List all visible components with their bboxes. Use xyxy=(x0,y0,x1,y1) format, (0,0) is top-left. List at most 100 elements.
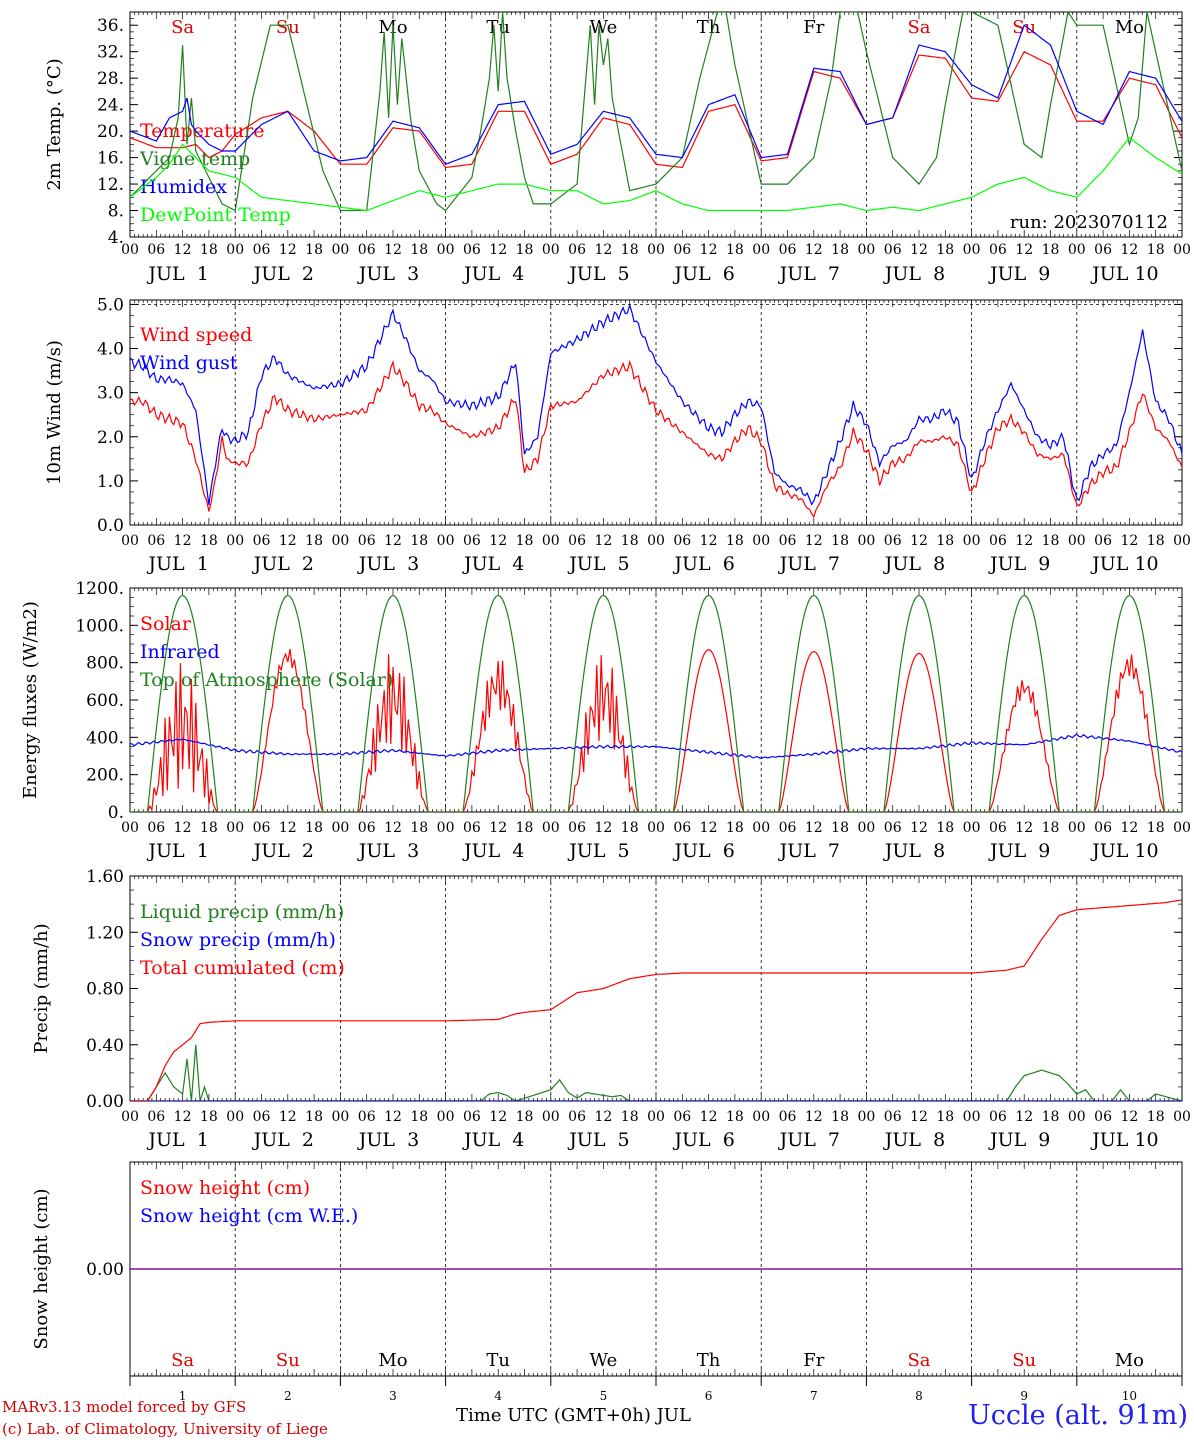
x-hour-tick-label: 06 xyxy=(779,1109,797,1125)
x-hour-tick-label: 12 xyxy=(910,1109,928,1125)
day-number-label: 9 xyxy=(1020,1389,1028,1403)
x-hour-tick-label: 12 xyxy=(594,533,612,549)
x-day-label: JUL 9 xyxy=(988,840,1050,862)
x-hour-tick-label: 12 xyxy=(489,1109,507,1125)
y-tick-label: 600. xyxy=(86,691,124,711)
x-hour-tick-label: 06 xyxy=(673,242,691,258)
x-hour-tick-label: 06 xyxy=(673,1109,691,1125)
weekday-label: Fr xyxy=(803,17,824,38)
series-line-humidex xyxy=(130,24,1182,165)
x-hour-tick-label: 00 xyxy=(1173,533,1191,549)
y-tick-label: 200. xyxy=(86,766,124,786)
x-hour-tick-label: 18 xyxy=(621,820,639,836)
y-tick-label: 20. xyxy=(97,122,124,142)
x-hour-tick-label: 18 xyxy=(831,1109,849,1125)
weekday-label: Mo xyxy=(1115,17,1144,38)
x-day-label: JUL 8 xyxy=(883,1129,945,1151)
x-hour-tick-label: 12 xyxy=(1015,533,1033,549)
x-hour-tick-label: 06 xyxy=(779,533,797,549)
x-hour-tick-label: 12 xyxy=(910,820,928,836)
day-number-label: 10 xyxy=(1122,1389,1137,1403)
x-hour-tick-label: 06 xyxy=(463,820,481,836)
x-hour-tick-label: 12 xyxy=(1015,1109,1033,1125)
x-day-label: JUL 4 xyxy=(462,1129,524,1151)
x-hour-tick-label: 12 xyxy=(174,1109,192,1125)
x-hour-tick-label: 18 xyxy=(200,820,218,836)
x-hour-tick-label: 18 xyxy=(1147,242,1165,258)
x-day-label: JUL 2 xyxy=(252,553,314,575)
x-hour-tick-label: 18 xyxy=(1042,1109,1060,1125)
x-day-label: JUL 1 xyxy=(146,263,208,285)
series-line-wind-speed xyxy=(130,359,1182,519)
series-line-wind-gust xyxy=(130,302,1182,506)
x-hour-tick-label: 06 xyxy=(673,533,691,549)
day-number-label: 4 xyxy=(494,1389,502,1403)
x-hour-tick-label: 00 xyxy=(331,533,349,549)
x-day-label: JUL 1 xyxy=(146,553,208,575)
x-hour-tick-label: 12 xyxy=(805,820,823,836)
x-hour-tick-label: 00 xyxy=(647,533,665,549)
x-hour-tick-label: 18 xyxy=(726,820,744,836)
x-hour-tick-label: 06 xyxy=(884,1109,902,1125)
x-hour-tick-label: 00 xyxy=(542,1109,560,1125)
x-hour-tick-label: 12 xyxy=(700,242,718,258)
x-hour-tick-label: 12 xyxy=(1120,242,1138,258)
x-day-label: JUL 7 xyxy=(778,263,840,285)
legend-entry: Snow height (cm W.E.) xyxy=(140,1205,358,1227)
x-hour-tick-label: 18 xyxy=(516,242,534,258)
y-tick-label: 28. xyxy=(97,69,124,89)
weekday-label: Mo xyxy=(378,1350,407,1371)
x-day-label: JUL 4 xyxy=(462,553,524,575)
x-hour-tick-label: 00 xyxy=(226,1109,244,1125)
x-hour-tick-label: 06 xyxy=(253,533,271,549)
legend-entry: Solar xyxy=(140,613,192,635)
x-hour-tick-label: 12 xyxy=(700,820,718,836)
x-day-label: JUL 1 xyxy=(146,840,208,862)
legend-entry: Wind gust xyxy=(140,352,238,374)
weekday-label: Su xyxy=(1012,1350,1036,1371)
weekday-label: Su xyxy=(276,1350,300,1371)
x-hour-tick-label: 18 xyxy=(200,533,218,549)
y-tick-label: 3.0 xyxy=(97,384,124,404)
x-hour-tick-label: 18 xyxy=(936,242,954,258)
x-day-label: JUL 7 xyxy=(778,1129,840,1151)
x-hour-tick-label: 00 xyxy=(647,242,665,258)
x-day-label: JUL 5 xyxy=(567,840,629,862)
x-hour-tick-label: 18 xyxy=(200,242,218,258)
x-hour-tick-label: 12 xyxy=(384,533,402,549)
x-day-label: JUL 7 xyxy=(778,553,840,575)
x-hour-tick-label: 18 xyxy=(1042,533,1060,549)
x-day-label: JUL 8 xyxy=(883,263,945,285)
x-day-label: JUL 7 xyxy=(778,840,840,862)
x-day-label: JUL 10 xyxy=(1090,1129,1158,1151)
y-tick-label: 1.0 xyxy=(97,472,124,492)
panel-precip: 0.00 0.40 0.80 1.20 1.60 Precip (mm/h) 00 06 12 1… xyxy=(31,867,1191,1151)
x-hour-tick-label: 00 xyxy=(1068,242,1086,258)
x-day-label: JUL 3 xyxy=(357,553,419,575)
legend-entry: Liquid precip (mm/h) xyxy=(140,901,344,923)
x-hour-tick-label: 12 xyxy=(910,242,928,258)
x-hour-tick-label: 18 xyxy=(1042,820,1060,836)
x-hour-tick-label: 06 xyxy=(1094,533,1112,549)
x-hour-tick-label: 00 xyxy=(542,820,560,836)
x-hour-tick-label: 12 xyxy=(489,242,507,258)
x-hour-tick-label: 00 xyxy=(437,533,455,549)
series-line-total-cumulated-cm xyxy=(130,899,1182,1101)
x-hour-tick-label: 06 xyxy=(1094,1109,1112,1125)
weekday-label: We xyxy=(590,1350,618,1371)
x-hour-tick-label: 18 xyxy=(200,1109,218,1125)
x-hour-tick-label: 06 xyxy=(989,533,1007,549)
x-hour-tick-label: 12 xyxy=(489,533,507,549)
x-day-label: JUL 9 xyxy=(988,1129,1050,1151)
x-hour-tick-label: 00 xyxy=(226,820,244,836)
y-axis-title: 10m Wind (m/s) xyxy=(44,340,65,485)
x-hour-tick-label: 06 xyxy=(989,820,1007,836)
x-hour-tick-label: 06 xyxy=(463,533,481,549)
day-number-label: 8 xyxy=(915,1389,923,1403)
y-tick-label: 800. xyxy=(86,654,124,674)
x-hour-tick-label: 00 xyxy=(752,820,770,836)
x-hour-tick-label: 06 xyxy=(253,242,271,258)
x-hour-tick-label: 00 xyxy=(857,820,875,836)
x-hour-tick-label: 12 xyxy=(910,533,928,549)
weekday-label: Tu xyxy=(486,1350,510,1371)
